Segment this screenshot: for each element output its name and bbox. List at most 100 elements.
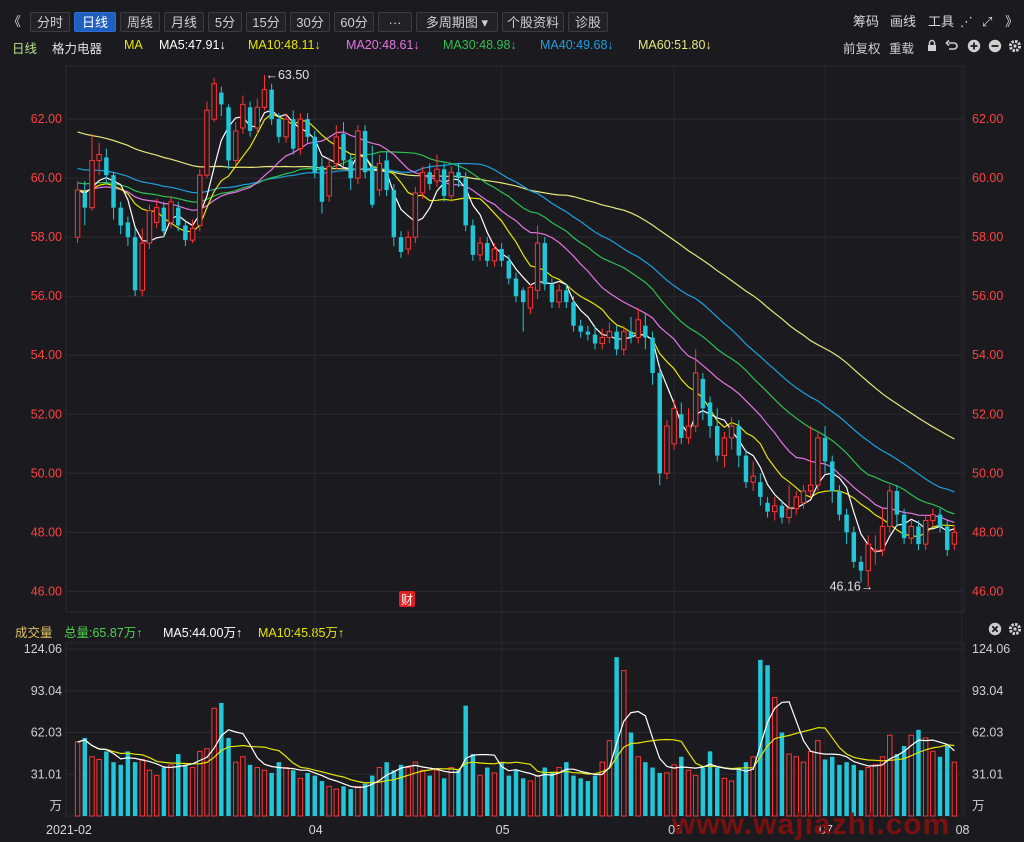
period-tab-6[interactable]: 30分 xyxy=(290,12,330,32)
candle-0[interactable] xyxy=(74,181,81,244)
candle-65[interactable] xyxy=(542,237,547,291)
candle-67[interactable] xyxy=(556,284,562,309)
candle-21[interactable] xyxy=(226,104,231,170)
candle-32[interactable] xyxy=(305,113,310,143)
period-tab-2[interactable]: 周线 xyxy=(120,12,160,32)
candle-50[interactable] xyxy=(434,154,440,188)
candle-93[interactable] xyxy=(743,449,749,489)
candle-86[interactable] xyxy=(692,349,699,432)
candle-23[interactable] xyxy=(240,95,246,134)
collapse-left-icon[interactable]: 《 xyxy=(8,14,22,29)
candle-62[interactable] xyxy=(520,287,526,332)
candle-40[interactable] xyxy=(362,125,368,179)
candle-64[interactable] xyxy=(534,225,541,300)
candle-75[interactable] xyxy=(614,325,619,356)
candle-95[interactable] xyxy=(758,473,763,506)
volume-settings-gear-icon[interactable] xyxy=(1008,622,1022,636)
candle-9[interactable] xyxy=(139,228,146,297)
candle-72[interactable] xyxy=(592,325,598,350)
candle-57[interactable] xyxy=(485,237,490,267)
candle-89[interactable] xyxy=(715,408,720,462)
candle-69[interactable] xyxy=(571,296,576,332)
period-tab-5[interactable]: 15分 xyxy=(246,12,286,32)
candle-68[interactable] xyxy=(564,284,569,309)
zoom-in-icon[interactable] xyxy=(967,39,981,53)
candle-3[interactable] xyxy=(96,142,102,176)
period-tab-11[interactable]: 诊股 xyxy=(568,12,608,32)
candle-80[interactable] xyxy=(650,331,655,385)
candle-107[interactable] xyxy=(844,508,849,545)
candle-103[interactable] xyxy=(815,431,821,491)
candle-115[interactable] xyxy=(901,508,907,545)
period-tab-1[interactable]: 日线 xyxy=(74,12,116,32)
candle-71[interactable] xyxy=(585,325,591,341)
candle-74[interactable] xyxy=(606,322,613,344)
candle-110[interactable] xyxy=(865,535,871,587)
candle-83[interactable] xyxy=(671,399,677,450)
close-volume-icon[interactable] xyxy=(988,622,1002,636)
candle-73[interactable] xyxy=(599,328,605,350)
candle-20[interactable] xyxy=(219,86,224,117)
candle-118[interactable] xyxy=(922,514,929,551)
ma-label[interactable]: MA xyxy=(124,38,143,52)
candle-52[interactable] xyxy=(448,166,455,202)
period-tab-7[interactable]: 60分 xyxy=(334,12,374,32)
earnings-event-marker[interactable]: 财 xyxy=(399,591,415,607)
candle-81[interactable] xyxy=(657,367,662,486)
candle-90[interactable] xyxy=(721,431,728,468)
candle-41[interactable] xyxy=(370,145,375,208)
candle-121[interactable] xyxy=(944,520,950,556)
candle-28[interactable] xyxy=(276,113,282,143)
candle-59[interactable] xyxy=(499,243,504,267)
candle-88[interactable] xyxy=(707,396,713,438)
candle-122[interactable] xyxy=(951,526,958,551)
candle-100[interactable] xyxy=(793,490,800,515)
candle-37[interactable] xyxy=(341,122,346,167)
candle-53[interactable] xyxy=(456,163,461,188)
lock-icon[interactable] xyxy=(925,39,939,53)
candle-22[interactable] xyxy=(232,122,239,167)
candle-101[interactable] xyxy=(800,485,807,509)
candle-12[interactable] xyxy=(161,201,167,238)
candle-99[interactable] xyxy=(786,485,792,524)
candle-112[interactable] xyxy=(879,508,886,556)
candle-7[interactable] xyxy=(125,216,131,247)
candle-70[interactable] xyxy=(578,319,583,338)
candle-38[interactable] xyxy=(348,154,353,190)
candle-82[interactable] xyxy=(664,420,670,480)
candle-49[interactable] xyxy=(427,163,432,190)
chip-distribution-button[interactable]: 筹码 xyxy=(853,14,880,29)
candle-29[interactable] xyxy=(283,113,289,143)
candle-76[interactable] xyxy=(621,325,627,356)
period-tab-0[interactable]: 分时 xyxy=(30,12,70,32)
candle-117[interactable] xyxy=(916,520,921,551)
candle-43[interactable] xyxy=(384,151,389,196)
candle-46[interactable] xyxy=(405,231,411,255)
period-tab-9[interactable]: 多周期图 ▾ xyxy=(416,12,498,32)
candle-10[interactable] xyxy=(146,204,153,249)
candle-104[interactable] xyxy=(822,426,828,474)
candle-105[interactable] xyxy=(829,455,835,503)
candle-33[interactable] xyxy=(312,130,317,179)
candle-48[interactable] xyxy=(419,166,426,199)
reload-button[interactable]: 重载 xyxy=(889,42,915,56)
candle-35[interactable] xyxy=(326,157,332,202)
candle-44[interactable] xyxy=(391,184,397,247)
candle-31[interactable] xyxy=(297,113,304,155)
candle-18[interactable] xyxy=(204,101,210,179)
adjust-button[interactable]: 前复权 xyxy=(843,42,881,56)
collapse-right-icon[interactable]: 》 xyxy=(1005,14,1019,29)
candle-91[interactable] xyxy=(728,417,735,450)
candle-119[interactable] xyxy=(930,508,936,527)
candle-66[interactable] xyxy=(549,278,555,309)
candle-25[interactable] xyxy=(254,98,260,134)
candle-27[interactable] xyxy=(269,83,274,126)
candle-113[interactable] xyxy=(886,485,893,533)
candle-8[interactable] xyxy=(132,228,138,297)
candle-13[interactable] xyxy=(168,195,174,229)
candle-42[interactable] xyxy=(376,154,383,196)
candle-106[interactable] xyxy=(837,485,842,521)
candle-19[interactable] xyxy=(211,77,217,123)
candle-109[interactable] xyxy=(858,555,864,583)
